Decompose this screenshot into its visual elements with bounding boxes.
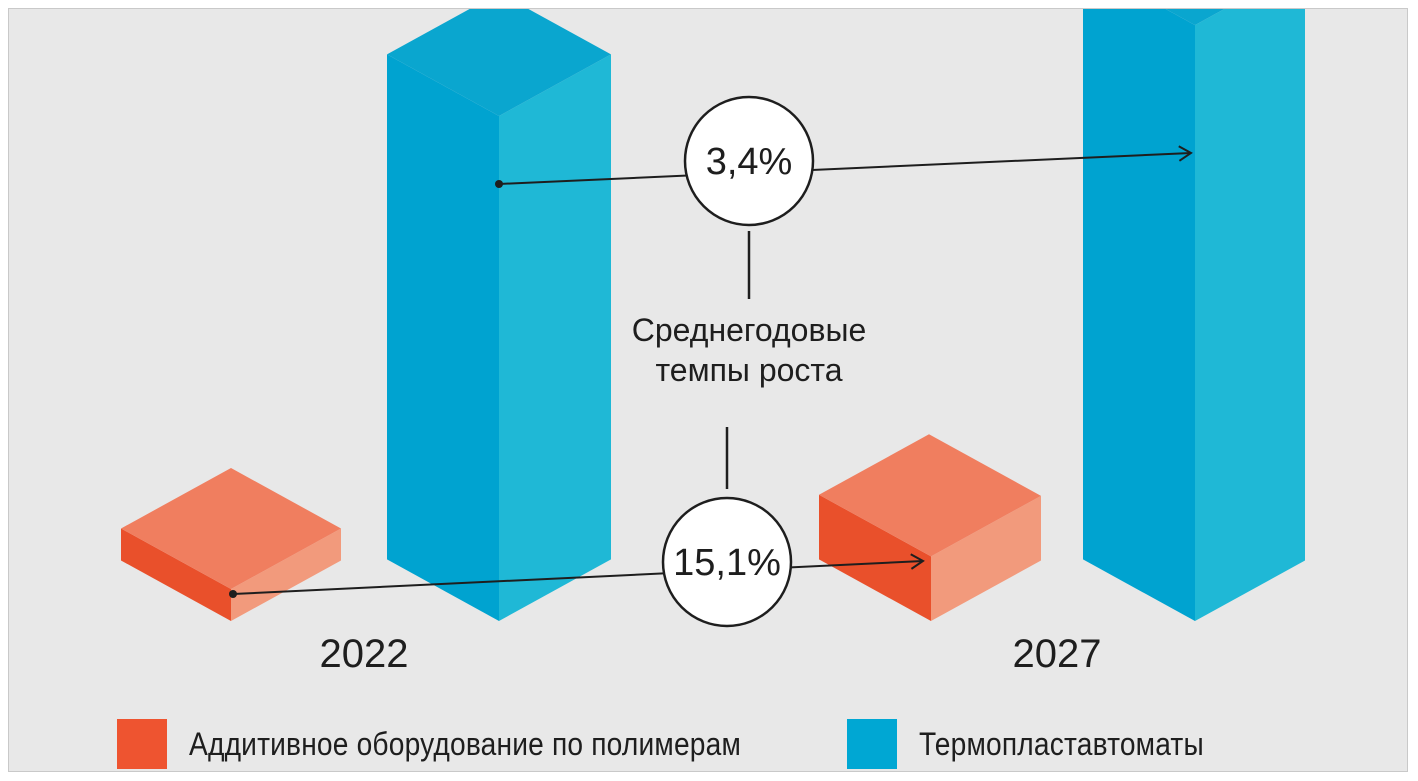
badges-layer: 3,4% 15,1% [661, 95, 815, 628]
category-label-2022: 2022 [320, 632, 409, 676]
bar-thermoplast-2022 [387, 9, 611, 621]
bars-layer [121, 9, 1305, 621]
bar-thermoplast-2027-front [1083, 9, 1195, 621]
annotation-line-1: Среднегодовые [632, 312, 866, 348]
bar-additive-2022 [121, 468, 341, 621]
bar-additive-2027-side [931, 495, 1041, 621]
bar-thermoplast-2022-front [387, 54, 499, 621]
legend-item-additive: Аддитивное оборудование по полимерам [117, 719, 816, 769]
arrow-thermoplast-growth [495, 145, 1193, 188]
bar-additive-2022-side [231, 528, 341, 621]
arrows-layer [229, 145, 1193, 598]
bar-thermoplast-2027-top [1165, 9, 1225, 26]
growth-badge-additive: 15,1% [661, 496, 793, 628]
connectors-layer [725, 231, 751, 489]
bar-additive-2022-top [121, 468, 341, 589]
annotation-line-2: темпы роста [656, 352, 843, 388]
legend-swatch-orange [117, 719, 167, 769]
bar-thermoplast-2022-side [499, 54, 611, 621]
legend-label-additive: Аддитивное оборудование по полимерам [189, 725, 741, 762]
growth-badge-thermoplast: 3,4% [683, 95, 815, 227]
bar-thermoplast-2027-side [1195, 9, 1305, 621]
legend-item-thermoplast: Термопластавтоматы [847, 719, 1243, 769]
bar-additive-2027 [819, 434, 1041, 621]
arrow-additive-growth [229, 553, 925, 598]
bar-thermoplast-2027 [1083, 9, 1305, 621]
category-label-2027: 2027 [1013, 632, 1102, 676]
bar-thermoplast-2022-top [387, 9, 611, 116]
growth-badge-additive-label: 15,1% [673, 542, 781, 584]
legend-label-thermoplast: Термопластавтоматы [919, 725, 1204, 762]
bar-additive-2027-top [819, 434, 1041, 557]
bar-additive-2027-front [819, 494, 931, 621]
chart-frame: 3,4% 15,1% Среднегодовые темпы роста 2022… [8, 8, 1408, 772]
growth-badge-thermoplast-label: 3,4% [706, 141, 793, 183]
growth-chart: 3,4% 15,1% Среднегодовые темпы роста 2022… [121, 9, 1305, 676]
legend-swatch-blue [847, 719, 897, 769]
bar-additive-2022-front [121, 528, 231, 621]
